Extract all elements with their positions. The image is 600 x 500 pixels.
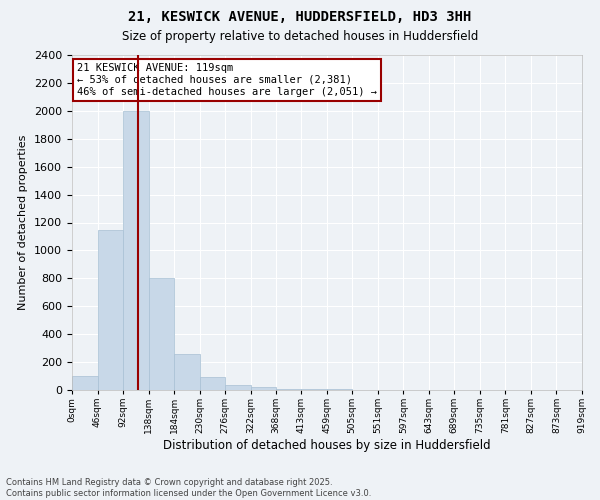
Text: 21, KESWICK AVENUE, HUDDERSFIELD, HD3 3HH: 21, KESWICK AVENUE, HUDDERSFIELD, HD3 3H… [128, 10, 472, 24]
Bar [251, 387, 276, 390]
Bar [276, 388, 301, 390]
Bar [98, 230, 123, 390]
X-axis label: Distribution of detached houses by size in Huddersfield: Distribution of detached houses by size … [163, 439, 491, 452]
Bar [200, 378, 225, 390]
Text: Contains HM Land Registry data © Crown copyright and database right 2025.
Contai: Contains HM Land Registry data © Crown c… [6, 478, 371, 498]
Y-axis label: Number of detached properties: Number of detached properties [19, 135, 28, 310]
Bar [149, 278, 174, 390]
Bar [225, 385, 251, 390]
Bar [123, 111, 149, 390]
Text: 21 KESWICK AVENUE: 119sqm
← 53% of detached houses are smaller (2,381)
46% of se: 21 KESWICK AVENUE: 119sqm ← 53% of detac… [77, 64, 377, 96]
Text: Size of property relative to detached houses in Huddersfield: Size of property relative to detached ho… [122, 30, 478, 43]
Bar [174, 354, 200, 390]
Bar [72, 376, 98, 390]
